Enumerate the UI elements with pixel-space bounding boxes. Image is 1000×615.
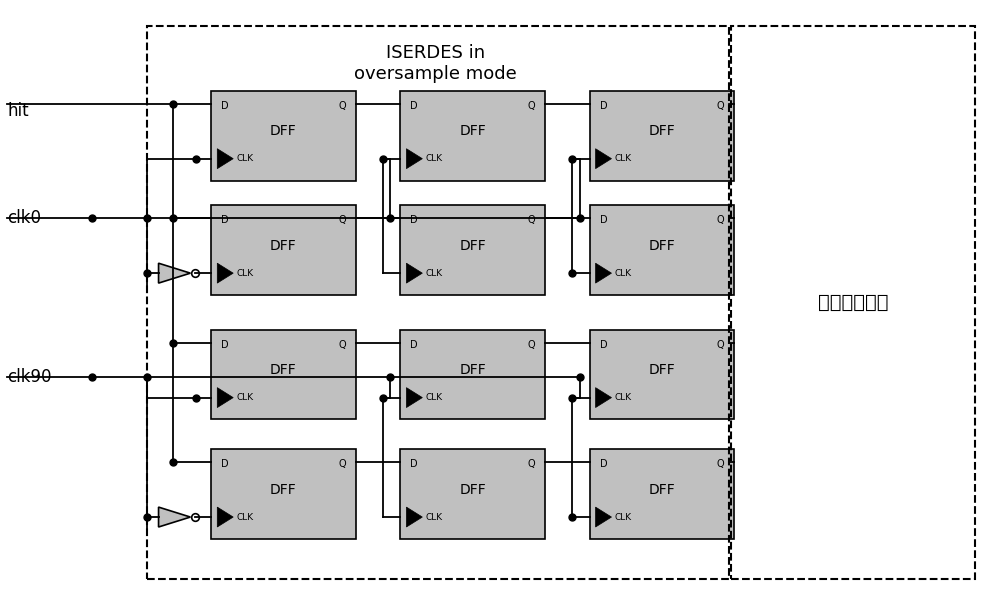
Text: Q: Q xyxy=(527,340,535,350)
Text: DFF: DFF xyxy=(459,483,486,497)
Text: CLK: CLK xyxy=(236,154,253,163)
Text: DFF: DFF xyxy=(648,483,675,497)
Text: Q: Q xyxy=(527,101,535,111)
Text: CLK: CLK xyxy=(425,393,442,402)
Bar xyxy=(731,26,975,579)
Bar xyxy=(211,205,356,295)
Text: 细时间编码器: 细时间编码器 xyxy=(818,293,888,312)
Bar xyxy=(211,91,356,181)
Polygon shape xyxy=(596,263,611,283)
Text: DFF: DFF xyxy=(270,363,297,377)
Bar xyxy=(211,450,356,539)
Text: D: D xyxy=(410,340,418,350)
Text: Q: Q xyxy=(527,459,535,469)
Text: D: D xyxy=(600,101,607,111)
Text: D: D xyxy=(600,340,607,350)
Text: CLK: CLK xyxy=(614,393,632,402)
Polygon shape xyxy=(406,263,422,283)
Bar xyxy=(400,91,545,181)
Text: clk0: clk0 xyxy=(7,209,41,228)
Polygon shape xyxy=(406,149,422,169)
Text: D: D xyxy=(221,215,229,226)
Bar xyxy=(400,330,545,419)
Text: D: D xyxy=(221,340,229,350)
Polygon shape xyxy=(596,149,611,169)
Polygon shape xyxy=(217,263,233,283)
Text: CLK: CLK xyxy=(236,393,253,402)
Bar xyxy=(590,450,734,539)
Bar xyxy=(590,330,734,419)
Text: Q: Q xyxy=(527,215,535,226)
Text: DFF: DFF xyxy=(270,239,297,253)
Polygon shape xyxy=(596,507,611,527)
Bar xyxy=(211,330,356,419)
Text: DFF: DFF xyxy=(459,363,486,377)
Bar xyxy=(147,26,729,579)
Text: CLK: CLK xyxy=(236,512,253,522)
Text: Q: Q xyxy=(338,340,346,350)
Text: hit: hit xyxy=(7,102,29,120)
Bar xyxy=(400,450,545,539)
Text: D: D xyxy=(600,459,607,469)
Bar xyxy=(590,205,734,295)
Polygon shape xyxy=(217,149,233,169)
Polygon shape xyxy=(406,507,422,527)
Text: Q: Q xyxy=(338,101,346,111)
Text: CLK: CLK xyxy=(425,512,442,522)
Text: D: D xyxy=(410,101,418,111)
Text: D: D xyxy=(600,215,607,226)
Text: CLK: CLK xyxy=(425,269,442,277)
Polygon shape xyxy=(406,387,422,408)
Text: CLK: CLK xyxy=(236,269,253,277)
Text: CLK: CLK xyxy=(614,269,632,277)
Text: D: D xyxy=(410,459,418,469)
Text: D: D xyxy=(410,215,418,226)
Text: Q: Q xyxy=(338,215,346,226)
Text: Q: Q xyxy=(716,215,724,226)
Text: Q: Q xyxy=(716,459,724,469)
Text: DFF: DFF xyxy=(270,124,297,138)
Text: DFF: DFF xyxy=(459,239,486,253)
Text: Q: Q xyxy=(338,459,346,469)
Polygon shape xyxy=(217,387,233,408)
Text: ISERDES in
oversample mode: ISERDES in oversample mode xyxy=(354,44,517,83)
Text: CLK: CLK xyxy=(425,154,442,163)
Polygon shape xyxy=(159,263,190,283)
Text: Q: Q xyxy=(716,340,724,350)
Text: CLK: CLK xyxy=(614,154,632,163)
Text: DFF: DFF xyxy=(648,124,675,138)
Bar xyxy=(590,91,734,181)
Text: DFF: DFF xyxy=(648,239,675,253)
Text: DFF: DFF xyxy=(459,124,486,138)
Polygon shape xyxy=(596,387,611,408)
Text: CLK: CLK xyxy=(614,512,632,522)
Bar xyxy=(400,205,545,295)
Text: D: D xyxy=(221,101,229,111)
Polygon shape xyxy=(217,507,233,527)
Polygon shape xyxy=(159,507,190,527)
Text: DFF: DFF xyxy=(648,363,675,377)
Text: DFF: DFF xyxy=(270,483,297,497)
Text: Q: Q xyxy=(716,101,724,111)
Text: clk90: clk90 xyxy=(7,368,52,386)
Text: D: D xyxy=(221,459,229,469)
